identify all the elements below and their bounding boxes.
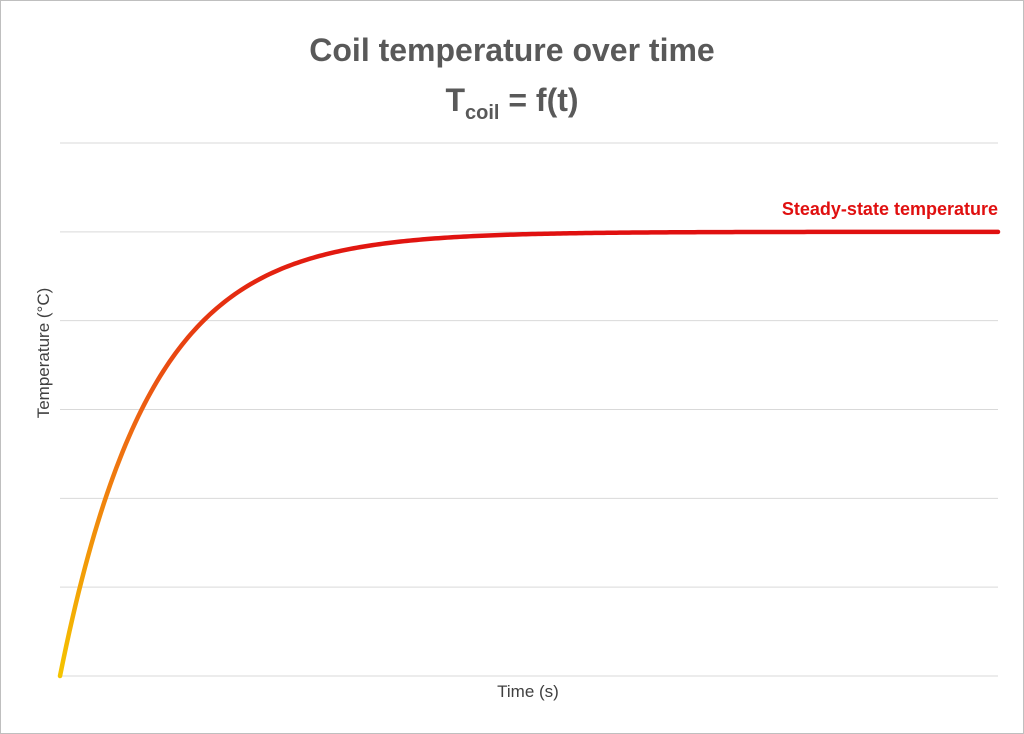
chart-title: Coil temperature over time [309,32,715,68]
subtitle-rest: = f(t) [499,82,579,118]
steady-state-annotation: Steady-state temperature [781,199,998,219]
y-axis-label: Temperature (°C) [34,287,53,419]
x-axis-label: Time (s) [497,682,559,701]
chart-subtitle: Tcoil = f(t) [0,80,1024,125]
subtitle-subscript: coil [465,102,500,124]
subtitle-main: T [445,82,465,118]
gridlines [60,142,998,677]
series-curve [57,229,1001,679]
